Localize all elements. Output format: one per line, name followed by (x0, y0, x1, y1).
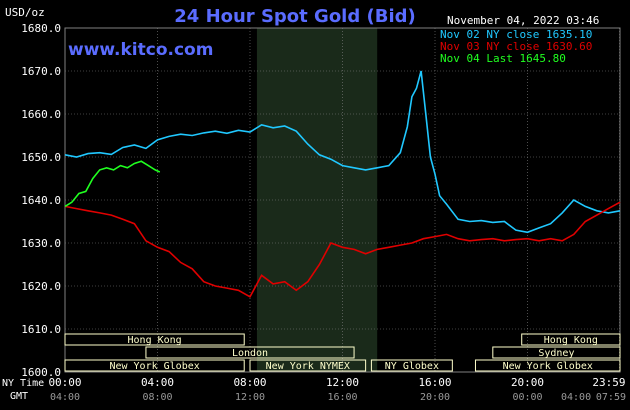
timestamp: November 04, 2022 03:46 (447, 14, 599, 27)
market-label: New York Globex (503, 361, 593, 372)
gmt-tick-label: 08:00 (142, 392, 172, 403)
gmt-tick-label: 12:00 (235, 392, 265, 403)
market-label: Hong Kong (128, 335, 182, 346)
y-tick-label: 1660.0 (21, 108, 61, 121)
market-band: Hong Kong (64, 333, 245, 346)
gmt-axis-ticks: 04:00 08:00 12:00 16:00 20:00 00:00 04:00 07:59 (50, 392, 626, 403)
series-line-0 (64, 70, 621, 234)
y-tick-label: 1650.0 (21, 151, 61, 164)
market-band: New York Globex (64, 359, 245, 372)
gmt-tick-label: 16:00 (327, 392, 357, 403)
x-tick-label: 20:00 (511, 376, 544, 389)
x-axis-ticks: 00:00 04:00 08:00 12:00 16:00 20:00 23:59 (48, 376, 625, 389)
y-tick-label: 1620.0 (21, 280, 61, 293)
legend: Nov 02 NY close 1635.10 Nov 03 NY close … (440, 28, 592, 65)
x-tick-label: 04:00 (141, 376, 174, 389)
gmt-tick-label: 07:59 (596, 392, 626, 403)
market-label: Sydney (538, 348, 574, 359)
market-band: London (145, 346, 355, 359)
y-tick-label: 1610.0 (21, 323, 61, 336)
y-axis-unit: USD/oz (5, 6, 45, 19)
market-session-bands: Hong Kong Hong Kong London Sydney New York G… (64, 333, 621, 372)
market-label: Hong Kong (544, 335, 598, 346)
gmt-tick-label: 20:00 (420, 392, 450, 403)
market-label: NY Globex (385, 361, 439, 372)
ny-time-label: NY Time (2, 378, 44, 389)
y-axis-ticks: 1600.0 1610.0 1620.0 1630.0 1640.0 1650.0 1660… (21, 22, 61, 379)
site-watermark: www.kitco.com (68, 40, 213, 60)
series-line-2 (64, 160, 161, 208)
y-tick-label: 1680.0 (21, 22, 61, 35)
market-band: Hong Kong (521, 333, 621, 346)
legend-entry-nov04: Nov 04 Last 1645.80 (440, 52, 566, 65)
x-tick-label: 00:00 (48, 376, 81, 389)
gmt-tick-label: 00:00 (512, 392, 542, 403)
gmt-label: GMT (10, 391, 28, 402)
y-tick-label: 1630.0 (21, 237, 61, 250)
gmt-tick-label: 04:00 (50, 392, 80, 403)
market-band: New York Globex (474, 359, 621, 372)
market-label: London (232, 348, 268, 359)
x-tick-label: 12:00 (326, 376, 359, 389)
market-band: NY Globex (370, 359, 453, 372)
legend-entry-nov03: Nov 03 NY close 1630.60 (440, 40, 592, 53)
x-tick-label: 23:59 (592, 376, 625, 389)
y-tick-label: 1640.0 (21, 194, 61, 207)
grid-lines (64, 27, 621, 373)
x-tick-label: 08:00 (233, 376, 266, 389)
chart-title: 24 Hour Spot Gold (Bid) (174, 6, 415, 27)
y-tick-label: 1600.0 (21, 366, 61, 379)
gmt-tick-label: 04:00 (561, 392, 591, 403)
market-band: Sydney (492, 346, 621, 359)
market-label: New York Globex (109, 361, 199, 372)
market-band: New York NYMEX (249, 359, 367, 372)
market-label: New York NYMEX (266, 361, 350, 372)
y-tick-label: 1670.0 (21, 65, 61, 78)
price-series (64, 70, 621, 298)
series-line-1 (64, 201, 621, 298)
x-tick-label: 16:00 (418, 376, 451, 389)
legend-entry-nov02: Nov 02 NY close 1635.10 (440, 28, 592, 41)
